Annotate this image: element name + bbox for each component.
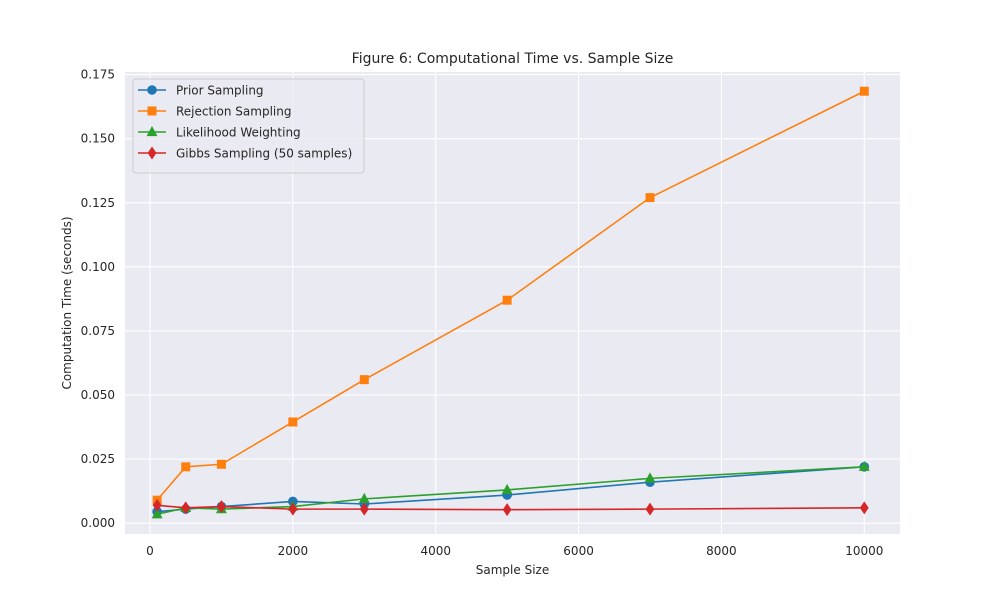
legend-label: Likelihood Weighting	[176, 126, 301, 140]
legend-label: Rejection Sampling	[176, 105, 291, 119]
data-point	[858, 460, 870, 471]
data-point	[181, 501, 191, 515]
legend-label: Prior Sampling	[176, 84, 264, 98]
data-point	[502, 295, 512, 305]
x-tick-label: 0	[146, 544, 154, 558]
legend-box	[132, 78, 365, 174]
y-tick-label: 0.150	[81, 132, 115, 146]
y-tick-label: 0.175	[81, 68, 115, 82]
legend: Prior Sampling Rejection Sampling Likeliho…	[132, 78, 365, 174]
legend-marker	[147, 85, 157, 95]
data-point	[216, 459, 226, 469]
legend-marker	[146, 125, 158, 137]
data-point	[288, 502, 298, 516]
data-point	[859, 501, 869, 515]
series-layer	[151, 86, 870, 519]
tick-labels: 0 2000 4000 6000 8000 10000 0.000 0.025 0.050 0.0…	[81, 68, 884, 558]
y-tick-label: 0.100	[81, 260, 115, 274]
legend-item: Rejection Sampling	[138, 105, 291, 119]
data-point	[151, 508, 163, 519]
legend-item: Prior Sampling	[138, 84, 264, 98]
x-tick-label: 4000	[420, 544, 451, 558]
y-tick-label: 0.050	[81, 388, 115, 402]
y-tick-label: 0.025	[81, 452, 115, 466]
series-rejection-sampling	[152, 86, 869, 505]
legend-marker	[147, 146, 157, 160]
data-point	[359, 502, 369, 516]
x-tick-label: 6000	[563, 544, 594, 558]
data-point	[501, 483, 513, 495]
y-axis-label: Computation Time (seconds)	[60, 216, 74, 389]
y-tick-label: 0.075	[81, 324, 115, 338]
data-point	[645, 193, 655, 203]
data-point	[645, 502, 655, 516]
x-axis-label: Sample Size	[476, 563, 549, 577]
legend-item: Gibbs Sampling (50 samples)	[138, 147, 352, 161]
legend-marker	[147, 106, 157, 116]
series-line	[157, 504, 865, 511]
chart-title: Figure 6: Computational Time vs. Sample …	[352, 51, 674, 67]
x-tick-label: 10000	[845, 544, 883, 558]
data-point	[502, 503, 512, 517]
data-point	[217, 500, 226, 514]
legend-item: Likelihood Weighting	[138, 126, 301, 140]
x-tick-label: 8000	[706, 544, 737, 558]
series-line	[156, 90, 865, 501]
data-point	[181, 462, 191, 472]
data-point	[152, 498, 162, 512]
data-point	[288, 417, 298, 427]
data-point	[859, 86, 869, 96]
data-point	[358, 492, 370, 503]
x-tick-label: 2000	[278, 544, 309, 558]
legend-label: Gibbs Sampling (50 samples)	[176, 147, 352, 161]
data-point	[644, 472, 656, 483]
y-tick-label: 0.000	[81, 516, 115, 530]
data-point	[359, 375, 369, 385]
series-gibbs-sampling-50-samples	[152, 498, 869, 517]
y-tick-label: 0.125	[81, 196, 115, 210]
